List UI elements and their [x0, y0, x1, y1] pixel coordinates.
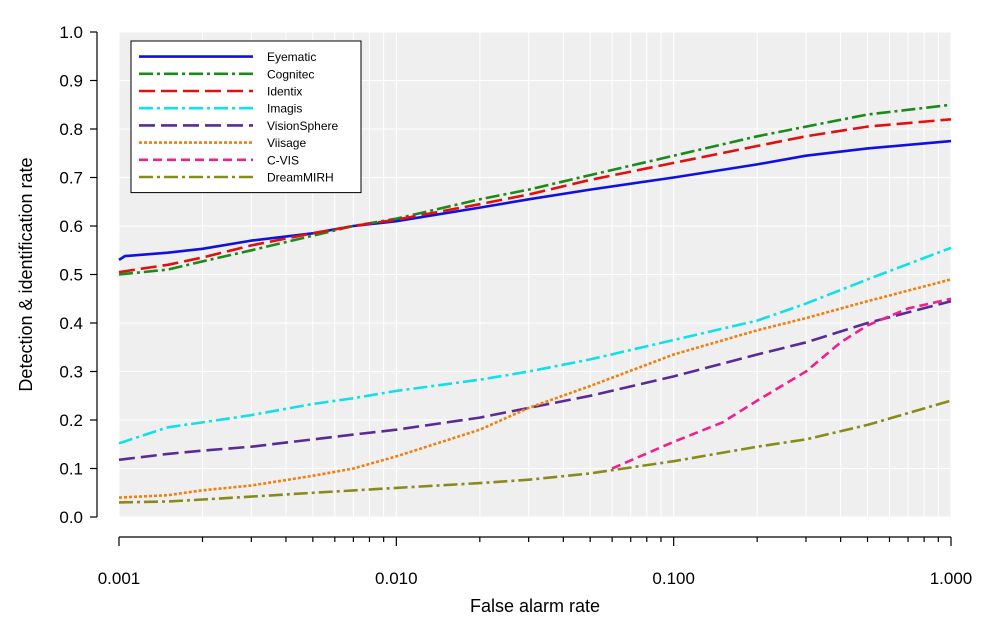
- x-axis-title: False alarm rate: [470, 596, 600, 616]
- legend-label: C-VIS: [267, 153, 299, 167]
- legend-label: Imagis: [267, 102, 302, 116]
- legend-label: DreamMIRH: [267, 171, 334, 185]
- y-tick-label: 0.3: [59, 363, 83, 382]
- y-tick-label: 0.8: [59, 120, 83, 139]
- legend-box: [130, 40, 362, 194]
- legend-label: Cognitec: [267, 67, 314, 81]
- legend: Eyematic Cognitec Identix Imagis VisionSpher…: [130, 40, 362, 194]
- x-tick-label: 0.010: [375, 569, 418, 588]
- series-line-dreammirh: [118, 399, 952, 504]
- x-tick-label: 1.000: [930, 569, 973, 588]
- legend-label: Identix: [267, 85, 302, 99]
- series-line-visionsphere: [118, 299, 952, 462]
- y-tick-label: 0.5: [59, 266, 83, 285]
- x-tick-label: 0.001: [98, 569, 141, 588]
- series-line-c-vis: [611, 297, 952, 470]
- y-tick-label: 0.6: [59, 217, 83, 236]
- series-line-identix: [118, 118, 952, 274]
- y-axis-title: Detection & identification rate: [16, 157, 36, 391]
- y-tick-label: 0.9: [59, 72, 83, 91]
- y-tick-label: 0.7: [59, 169, 83, 188]
- series-line-viisage: [118, 278, 952, 499]
- legend-label: Viisage: [267, 136, 306, 150]
- y-tick-label: 0.4: [59, 314, 83, 333]
- y-tick-label: 0.2: [59, 411, 83, 430]
- y-tick-label: 1.0: [59, 23, 83, 42]
- axes: 0.0 0.1 0.2 0.3 0.4 0.5 0.6 0.7 0.8 0.9 1.0 0.001 0.…: [59, 23, 972, 588]
- x-tick-label: 0.100: [652, 569, 695, 588]
- series-line-imagis: [118, 246, 952, 445]
- y-tick-label: 0.1: [59, 460, 83, 479]
- legend-label: Eyematic: [267, 50, 316, 64]
- series-line-cognitec: [118, 103, 952, 276]
- series-line-eyematic: [118, 139, 952, 261]
- y-tick-label: 0.0: [59, 508, 83, 527]
- series-layer: [118, 103, 952, 504]
- legend-label: VisionSphere: [267, 119, 338, 133]
